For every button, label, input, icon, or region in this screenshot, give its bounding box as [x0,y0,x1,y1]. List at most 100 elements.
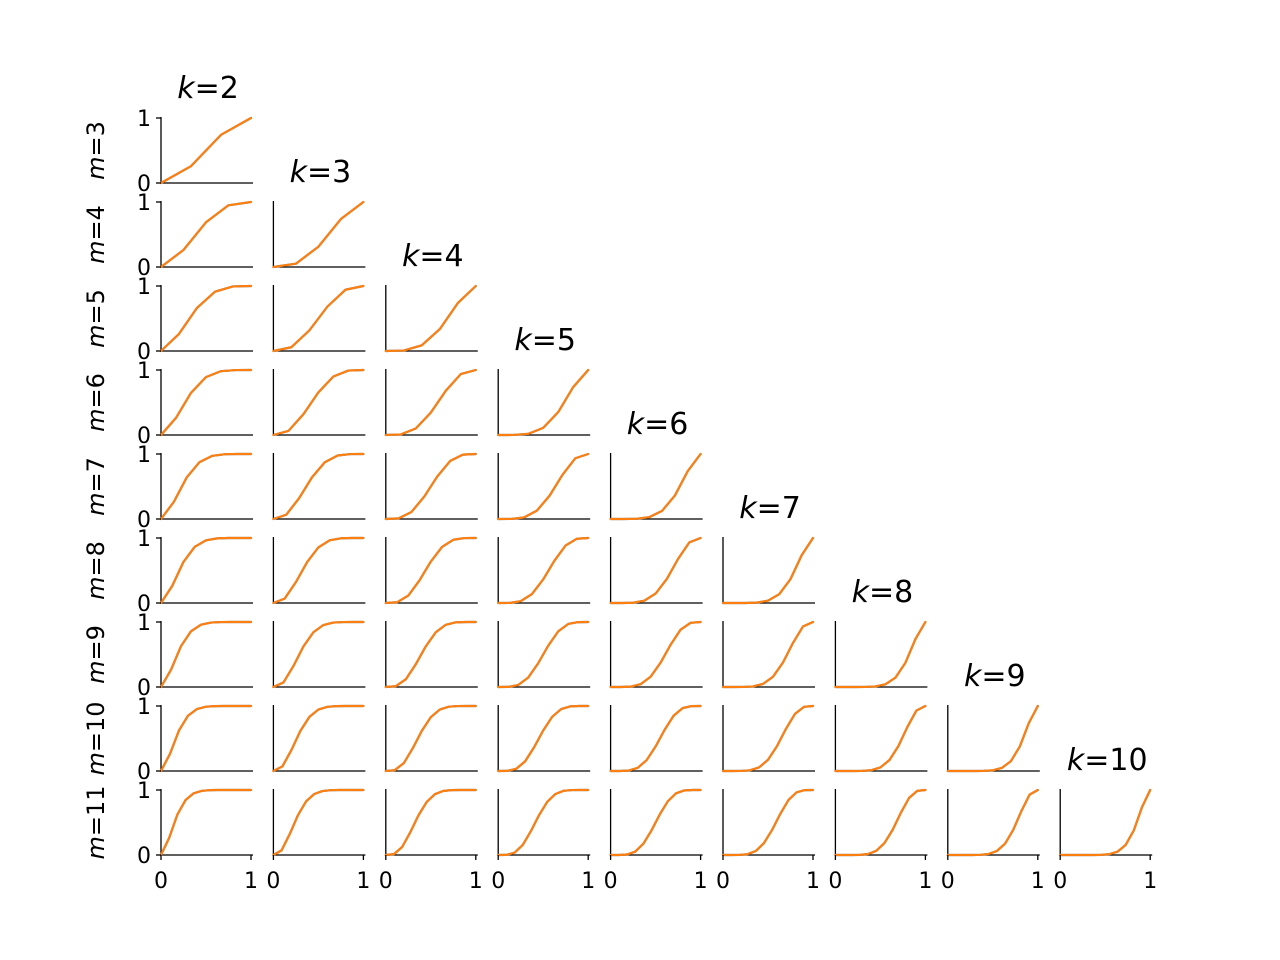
panel-title-k8: k=8 [852,575,914,610]
series-1-line-m8-k2 [159,536,253,605]
series-0-line-m8-k4 [384,536,477,605]
series-1-line-m10-k7 [721,704,815,773]
series-1-line-m5-k3 [272,284,365,353]
series-0-line-m11-k7 [721,788,815,857]
series-0-line-m10-k2 [159,704,253,773]
series-1-line-m8-k3 [272,536,365,605]
series-1-line-m11-k3 [272,788,365,857]
ytick-label-m6-1: 1 [137,359,151,384]
ytick-label-m9-1: 1 [137,611,151,636]
row-label-m3: m=3 [82,121,110,180]
series-1-line-m9-k4 [384,620,477,689]
series-0-line-m11-k3 [272,788,365,857]
panel-title-k7: k=7 [739,491,801,526]
series-1-line-m8-k7 [721,536,815,605]
row-label-m6: m=6 [82,373,110,432]
series-1-line-m10-k4 [384,704,477,773]
series-1-line-m11-k2 [159,788,253,857]
xtick-label-k3-1: 1 [356,869,370,894]
series-1-line-m11-k10 [1059,788,1152,857]
series-1-line-m7-k5 [497,452,590,521]
series-0-line-m9-k4 [384,620,477,689]
ytick-label-m3-1: 1 [137,107,151,132]
series-0-line-m11-k5 [497,788,590,857]
xtick-label-k6-0: 0 [604,869,618,894]
ytick-label-m11-0: 0 [137,844,151,869]
row-label-m10: m=10 [82,701,110,775]
xtick-label-k5-0: 0 [491,869,505,894]
series-1-line-m9-k8 [834,620,927,689]
panel-title-k10: k=10 [1067,743,1148,778]
series-0-line-m11-k9 [946,788,1039,857]
panel-title-k6: k=6 [627,407,689,442]
ytick-label-m3-0: 0 [137,172,151,197]
series-0-line-m10-k6 [609,704,702,773]
series-0-line-m10-k9 [946,704,1039,773]
row-label-m9: m=9 [82,625,110,684]
series-0-line-m9-k8 [834,620,927,689]
series-0-line-m8-k2 [159,536,253,605]
row-label-m4: m=4 [82,205,110,264]
series-1-line-m10-k3 [272,704,365,773]
xtick-label-k4-0: 0 [379,869,393,894]
ytick-label-m5-1: 1 [137,275,151,300]
ytick-label-m10-0: 0 [137,760,151,785]
xtick-label-k10-0: 0 [1053,869,1067,894]
ytick-label-m4-1: 1 [137,191,151,216]
series-1-line-m10-k6 [609,704,702,773]
panel-title-k2: k=2 [177,71,239,106]
ytick-label-m8-1: 1 [137,527,151,552]
series-0-line-m9-k2 [159,620,253,689]
series-0-line-m7-k6 [609,452,702,521]
series-1-line-m6-k2 [159,368,253,437]
row-label-m8: m=8 [82,541,110,600]
xtick-label-k8-1: 1 [918,869,932,894]
series-1-line-m7-k6 [609,452,702,521]
series-1-line-m11-k4 [384,788,477,857]
series-1-line-m9-k2 [159,620,253,689]
series-1-line-m10-k2 [159,704,253,773]
ytick-label-m7-1: 1 [137,443,151,468]
row-label-m11: m=11 [82,785,110,859]
row-label-m5: m=5 [82,289,110,348]
ytick-label-m4-0: 0 [137,256,151,281]
xtick-label-k9-1: 1 [1031,869,1045,894]
series-0-line-m8-k5 [497,536,590,605]
ytick-label-m10-1: 1 [137,695,151,720]
ytick-label-m8-0: 0 [137,592,151,617]
series-1-line-m11-k9 [946,788,1039,857]
series-0-line-m7-k3 [272,452,365,521]
series-0-line-m10-k8 [834,704,927,773]
series-1-line-m6-k5 [497,368,590,437]
series-1-line-m5-k4 [384,284,477,353]
panel-title-k3: k=3 [290,155,352,190]
series-0-line-m6-k2 [159,368,253,437]
ytick-label-m11-1: 1 [137,779,151,804]
series-1-line-m10-k9 [946,704,1039,773]
series-1-line-m9-k7 [721,620,815,689]
series-1-line-m8-k6 [609,536,702,605]
xtick-label-k2-0: 0 [154,869,168,894]
series-0-line-m5-k2 [159,284,253,353]
series-1-line-m7-k3 [272,452,365,521]
series-1-line-m8-k5 [497,536,590,605]
series-0-line-m7-k5 [497,452,590,521]
xtick-label-k3-0: 0 [266,869,280,894]
series-1-line-m5-k2 [159,284,253,353]
xtick-label-k4-1: 1 [469,869,483,894]
row-label-m7: m=7 [82,457,110,516]
series-1-line-m9-k6 [609,620,702,689]
series-1-line-m11-k6 [609,788,702,857]
series-1-line-m11-k7 [721,788,815,857]
ytick-label-m6-0: 0 [137,424,151,449]
series-0-line-m6-k4 [384,368,477,437]
xtick-label-k7-1: 1 [806,869,820,894]
series-1-line-m4-k3 [272,200,365,269]
series-1-line-m7-k2 [159,452,253,521]
series-1-line-m10-k8 [834,704,927,773]
series-0-line-m6-k3 [272,368,365,437]
series-0-line-m8-k7 [721,536,815,605]
ytick-label-m7-0: 0 [137,508,151,533]
ytick-label-m9-0: 0 [137,676,151,701]
